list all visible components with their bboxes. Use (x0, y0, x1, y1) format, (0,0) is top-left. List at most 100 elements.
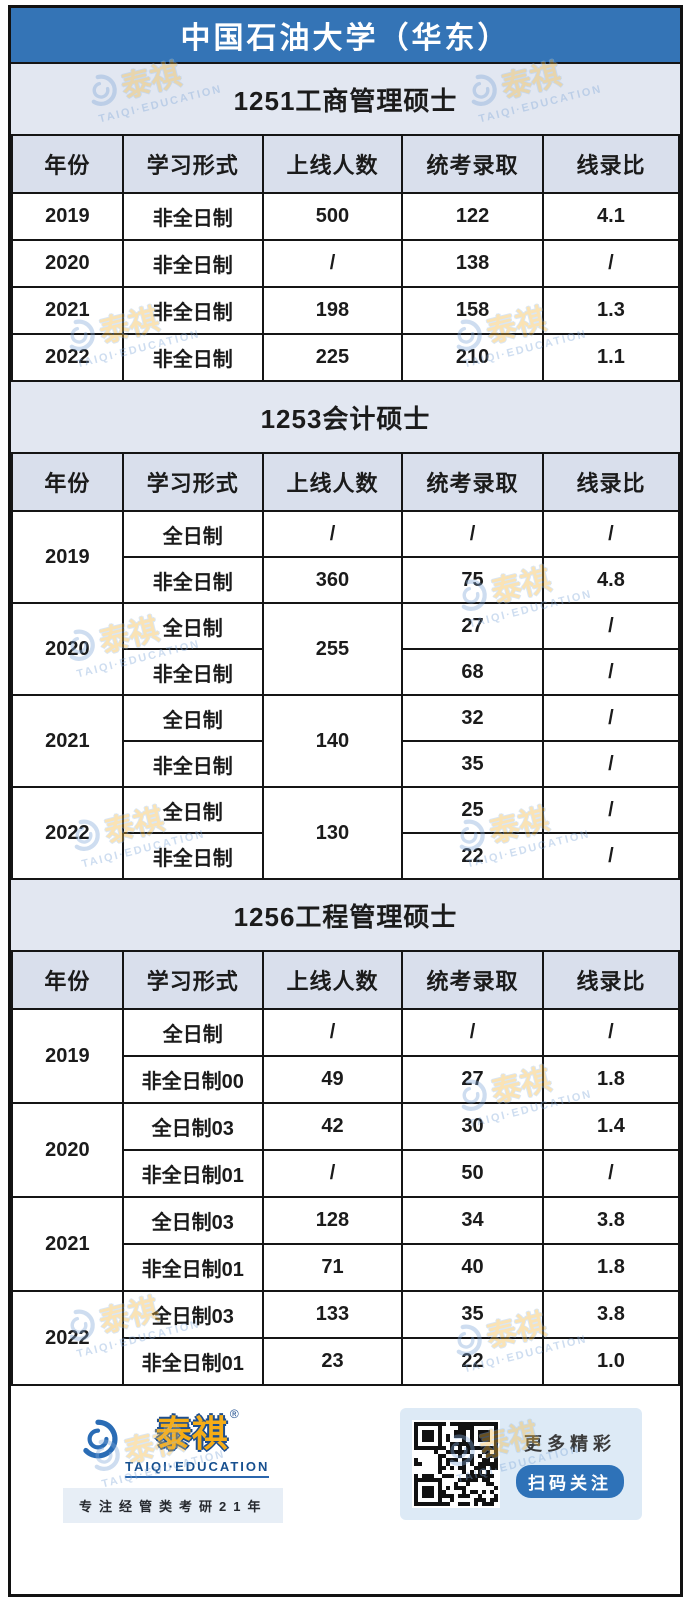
brand-name-en: TAIQI·EDUCATION (125, 1459, 270, 1478)
form-cell: 非全日制 (121, 192, 264, 241)
table-row: 非全日制 360 75 4.8 (12, 556, 680, 604)
col-admit: 统考录取 (401, 134, 544, 194)
table-row: 2021 非全日制 198 158 1.3 (11, 286, 680, 335)
table-row: 非全日制 68 / (12, 648, 680, 696)
ratio-cell: 1.1 (541, 333, 680, 382)
qr-code[interactable] (412, 1420, 500, 1508)
col-year: 年份 (11, 452, 124, 512)
table-header-row: 年份 学习形式 上线人数 统考录取 线录比 (11, 134, 680, 194)
year-cell: 2021 (11, 286, 124, 335)
main-header: 中国石油大学（华东） (11, 8, 680, 64)
form-cell: 非全日制 (121, 286, 264, 335)
table-header-row: 年份 学习形式 上线人数 统考录取 线录比 (11, 950, 680, 1010)
ratio-cell: 4.8 (541, 556, 680, 604)
admit-cell: 22 (401, 832, 544, 880)
table-row: 2019 非全日制 500 122 4.1 (11, 192, 680, 241)
admit-cell: 27 (401, 1055, 544, 1104)
admit-cell: / (401, 510, 544, 558)
brand-name-zh: 泰祺 (155, 1413, 228, 1454)
year-cell: 2021 (11, 1196, 124, 1292)
ratio-cell: / (541, 648, 680, 696)
ratio-cell: / (541, 786, 680, 834)
table-row: 2022 非全日制 225 210 1.1 (11, 333, 680, 382)
form-cell: 全日制03 (121, 1290, 264, 1339)
taiqi-swirl-icon (77, 1418, 119, 1465)
table-1256: 年份 学习形式 上线人数 统考录取 线录比 2019 全日制 / / / 非全日… (11, 950, 680, 1386)
col-online: 上线人数 (261, 950, 404, 1010)
col-form: 学习形式 (121, 134, 264, 194)
col-form: 学习形式 (121, 950, 264, 1010)
form-cell: 全日制03 (121, 1196, 264, 1245)
col-online: 上线人数 (261, 452, 404, 512)
form-cell: 非全日制 (121, 740, 264, 788)
form-cell: 非全日制 (121, 333, 264, 382)
table-row: 2020 全日制 255 27 / (11, 602, 680, 696)
ratio-cell: / (541, 602, 680, 650)
table-row: 2022 全日制 130 25 / (11, 786, 680, 880)
form-cell: 非全日制 (121, 556, 264, 604)
form-cell: 非全日制 (121, 239, 264, 288)
year-cell: 2019 (11, 510, 124, 604)
table-row: 2020 全日制03 42 30 1.4 (11, 1102, 680, 1198)
form-cell: 非全日制00 (121, 1055, 264, 1104)
admit-cell: / (401, 1008, 544, 1057)
admit-cell: 35 (401, 1290, 544, 1339)
online-cell: 71 (261, 1243, 404, 1292)
section-title-text: 1256工程管理硕士 (233, 901, 458, 932)
year-cell: 2020 (11, 1102, 124, 1198)
online-cell: 140 (261, 694, 404, 788)
table-header-row: 年份 学习形式 上线人数 统考录取 线录比 (11, 452, 680, 512)
online-cell: / (261, 1149, 404, 1198)
online-cell: 128 (261, 1196, 404, 1245)
ratio-cell: / (541, 510, 680, 558)
table-1253: 年份 学习形式 上线人数 统考录取 线录比 2019 全日制 / / / 非全日… (11, 452, 680, 880)
admit-cell: 35 (401, 740, 544, 788)
section-title-1256: 1256工程管理硕士 (11, 880, 680, 950)
admit-cell: 34 (401, 1196, 544, 1245)
col-form: 学习形式 (121, 452, 264, 512)
table-row: 2019 全日制 / / / (11, 1008, 680, 1104)
online-cell: / (261, 510, 404, 558)
admit-cell: 75 (401, 556, 544, 604)
year-cell: 2022 (11, 333, 124, 382)
col-ratio: 线录比 (541, 452, 680, 512)
year-cell: 2022 (11, 786, 124, 880)
year-cell: 2021 (11, 694, 124, 788)
section-title-text: 1253会计硕士 (260, 403, 431, 434)
form-cell: 全日制 (121, 602, 264, 650)
admit-cell: 32 (401, 694, 544, 742)
footer: 泰祺 ® TAIQI·EDUCATION 专注经管类考研21年 更多精彩 扫码关… (11, 1386, 680, 1546)
ratio-cell: / (541, 239, 680, 288)
ratio-cell: 1.8 (541, 1243, 680, 1292)
form-cell: 非全日制 (121, 832, 264, 880)
year-cell: 2019 (11, 1008, 124, 1104)
admit-cell: 22 (401, 1337, 544, 1386)
section-title-text: 1251工商管理硕士 (233, 85, 458, 116)
ratio-cell: 1.3 (541, 286, 680, 335)
admit-cell: 25 (401, 786, 544, 834)
qr-caption: 更多精彩 (524, 1434, 616, 1454)
admit-cell: 122 (401, 192, 544, 241)
qr-follow-button[interactable]: 扫码关注 (516, 1465, 624, 1498)
table-row: 2019 全日制 / / / (11, 510, 680, 604)
table-row: 非全日制00 49 27 1.8 (12, 1055, 680, 1104)
page-title: 中国石油大学（华东） (180, 22, 511, 55)
online-cell: 133 (261, 1290, 404, 1339)
online-cell: 500 (261, 192, 404, 241)
form-cell: 非全日制01 (121, 1337, 264, 1386)
ratio-cell: 3.8 (541, 1196, 680, 1245)
form-cell: 非全日制 (121, 648, 264, 696)
form-cell: 全日制 (121, 786, 264, 834)
table-row: 非全日制01 23 22 1.0 (12, 1337, 680, 1386)
ratio-cell: / (541, 1149, 680, 1198)
qr-panel: 更多精彩 扫码关注 (400, 1408, 642, 1520)
online-cell: 130 (261, 786, 404, 880)
brand-block: 泰祺 ® TAIQI·EDUCATION 专注经管类考研21年 (63, 1405, 284, 1523)
ratio-cell: 1.4 (541, 1102, 680, 1151)
online-cell: 42 (261, 1102, 404, 1151)
admit-cell: 158 (401, 286, 544, 335)
ratio-cell: 1.8 (541, 1055, 680, 1104)
table-row: 2022 全日制03 133 35 3.8 (11, 1290, 680, 1386)
admit-cell: 30 (401, 1102, 544, 1151)
form-cell: 非全日制01 (121, 1149, 264, 1198)
